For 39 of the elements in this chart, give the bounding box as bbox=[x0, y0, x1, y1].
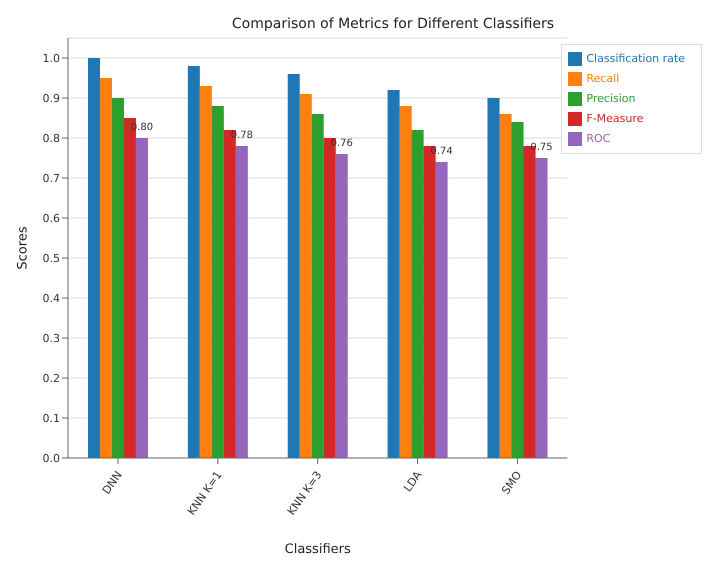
bar bbox=[236, 146, 248, 458]
y-tick-label: 0.0 bbox=[42, 452, 60, 465]
bar bbox=[535, 158, 548, 458]
bar bbox=[188, 66, 200, 458]
y-tick-label: 0.3 bbox=[42, 332, 60, 345]
y-tick-label: 0.4 bbox=[42, 292, 60, 305]
legend-label: Precision bbox=[586, 92, 636, 105]
bar bbox=[436, 162, 448, 458]
bar bbox=[412, 130, 424, 458]
y-axis-title: Scores bbox=[16, 226, 31, 270]
chart-title: Comparison of Metrics for Different Classifiers bbox=[232, 16, 554, 32]
y-tick-label: 0.7 bbox=[42, 172, 60, 185]
bar bbox=[400, 106, 412, 458]
legend-label: Recall bbox=[586, 72, 620, 85]
legend-label: F-Measure bbox=[586, 112, 644, 125]
bar bbox=[200, 86, 212, 458]
bar bbox=[388, 90, 400, 458]
bar bbox=[487, 98, 500, 458]
bar bbox=[112, 98, 124, 458]
bar bbox=[212, 106, 224, 458]
bar bbox=[288, 74, 300, 458]
y-tick-label: 0.1 bbox=[42, 412, 60, 425]
x-axis-title: Classifiers bbox=[284, 542, 351, 557]
y-tick-label: 0.5 bbox=[42, 252, 60, 265]
y-tick-label: 0.6 bbox=[42, 212, 60, 225]
bar bbox=[100, 78, 112, 458]
bar bbox=[136, 138, 148, 458]
y-tick-label: 0.9 bbox=[42, 92, 60, 105]
bar bbox=[88, 58, 100, 458]
legend-label: ROC bbox=[586, 132, 610, 145]
y-tick-label: 0.2 bbox=[42, 372, 60, 385]
bar bbox=[499, 114, 512, 458]
bar bbox=[300, 94, 312, 458]
y-tick-label: 1.0 bbox=[42, 52, 60, 65]
y-tick-label: 0.8 bbox=[42, 132, 60, 145]
bar bbox=[511, 122, 524, 458]
bar bbox=[336, 154, 348, 458]
legend-label: Classification rate bbox=[586, 52, 685, 65]
bar bbox=[312, 114, 324, 458]
